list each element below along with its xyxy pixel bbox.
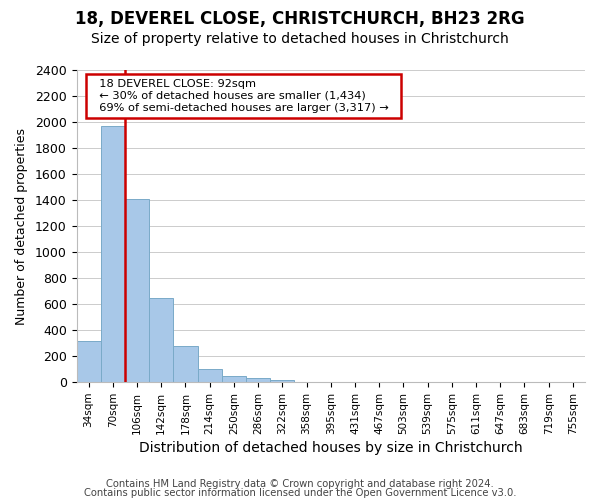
Bar (149, 298, 173, 382)
Text: Contains HM Land Registry data © Crown copyright and database right 2024.: Contains HM Land Registry data © Crown c… (106, 479, 494, 489)
X-axis label: Distribution of detached houses by size in Christchurch: Distribution of detached houses by size … (139, 441, 523, 455)
Bar (77, 340, 101, 382)
Bar (197, 369, 222, 382)
Bar (173, 346, 197, 382)
Bar (101, 126, 125, 382)
Bar (270, 380, 295, 382)
Bar (246, 378, 270, 382)
Bar (222, 376, 246, 382)
Y-axis label: Number of detached properties: Number of detached properties (15, 128, 28, 324)
Text: 18 DEVEREL CLOSE: 92sqm
  ← 30% of detached houses are smaller (1,434)
  69% of : 18 DEVEREL CLOSE: 92sqm ← 30% of detache… (92, 80, 396, 112)
Text: Contains public sector information licensed under the Open Government Licence v3: Contains public sector information licen… (84, 488, 516, 498)
Bar (125, 199, 149, 382)
Text: 18, DEVEREL CLOSE, CHRISTCHURCH, BH23 2RG: 18, DEVEREL CLOSE, CHRISTCHURCH, BH23 2R… (75, 10, 525, 28)
Text: Size of property relative to detached houses in Christchurch: Size of property relative to detached ho… (91, 32, 509, 46)
